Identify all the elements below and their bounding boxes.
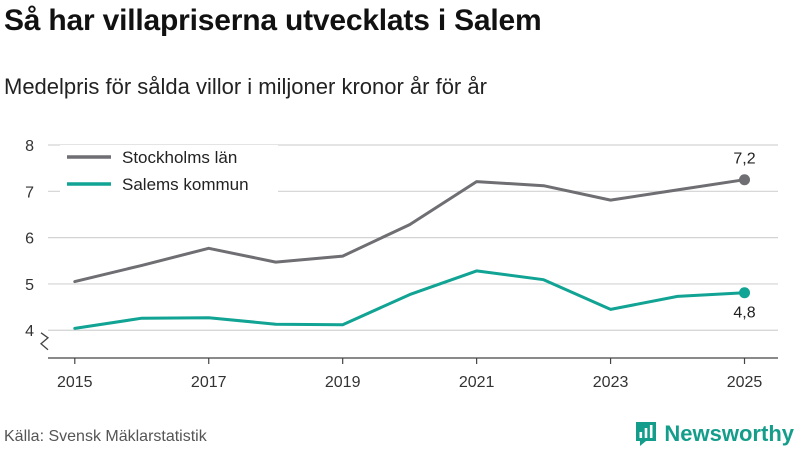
y-tick-label: 6 bbox=[25, 231, 34, 248]
x-tick-label: 2025 bbox=[727, 374, 763, 391]
axis-break-icon bbox=[40, 332, 50, 351]
chart-title: Så har villapriserna utvecklats i Salem bbox=[4, 4, 542, 37]
x-tick-label: 2017 bbox=[191, 374, 227, 391]
brand-name: Newsworthy bbox=[664, 421, 794, 446]
series-end-point bbox=[739, 174, 751, 186]
end-value-label: 4,8 bbox=[733, 305, 755, 322]
x-tick-label: 2019 bbox=[325, 374, 361, 391]
x-tick-label: 2023 bbox=[593, 374, 629, 391]
y-tick-label: 7 bbox=[25, 184, 34, 201]
series-line-stockholm bbox=[73, 178, 746, 284]
chart-subtitle: Medelpris för sålda villor i miljoner kr… bbox=[4, 74, 487, 99]
source-note: Källa: Svensk Mäklarstatistik bbox=[4, 428, 207, 445]
x-tick-label: 2021 bbox=[459, 374, 495, 391]
y-tick-label: 4 bbox=[25, 323, 34, 340]
legend-label: Stockholms län bbox=[122, 148, 237, 167]
legend-box bbox=[60, 145, 278, 201]
end-value-label: 7,2 bbox=[733, 151, 755, 168]
x-tick-label: 2015 bbox=[57, 374, 93, 391]
legend-label: Salems kommun bbox=[122, 175, 249, 194]
brand-logo: Newsworthy bbox=[634, 419, 794, 449]
y-tick-label: 5 bbox=[25, 277, 34, 294]
series-line-salem bbox=[73, 269, 746, 330]
newsworthy-logo-icon bbox=[636, 422, 657, 446]
series-end-point bbox=[739, 287, 751, 299]
y-tick-label: 8 bbox=[25, 138, 34, 155]
